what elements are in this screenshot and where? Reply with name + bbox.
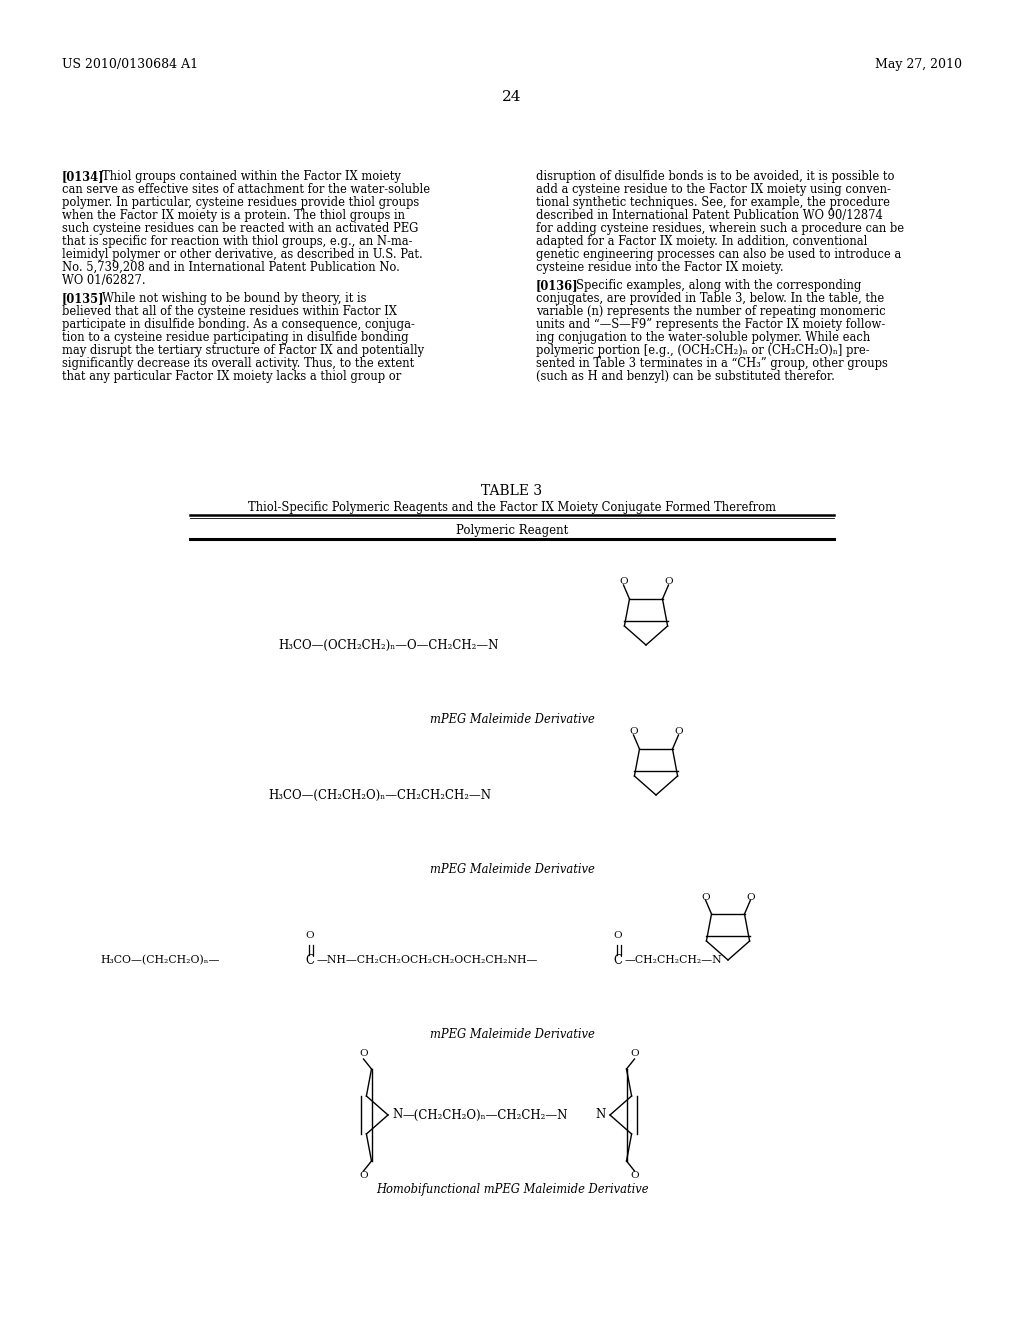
Text: TABLE 3: TABLE 3 xyxy=(481,484,543,498)
Text: for adding cysteine residues, wherein such a procedure can be: for adding cysteine residues, wherein su… xyxy=(536,222,904,235)
Text: when the Factor IX moiety is a protein. The thiol groups in: when the Factor IX moiety is a protein. … xyxy=(62,209,406,222)
Text: O: O xyxy=(665,578,673,586)
Text: —CH₂CH₂CH₂—N: —CH₂CH₂CH₂—N xyxy=(625,954,723,965)
Text: May 27, 2010: May 27, 2010 xyxy=(874,58,962,71)
Text: WO 01/62827.: WO 01/62827. xyxy=(62,275,145,286)
Text: While not wishing to be bound by theory, it is: While not wishing to be bound by theory,… xyxy=(102,292,367,305)
Text: participate in disulfide bonding. As a consequence, conjuga-: participate in disulfide bonding. As a c… xyxy=(62,318,415,331)
Text: that is specific for reaction with thiol groups, e.g., an N-ma-: that is specific for reaction with thiol… xyxy=(62,235,413,248)
Text: leimidyl polymer or other derivative, as described in U.S. Pat.: leimidyl polymer or other derivative, as… xyxy=(62,248,423,261)
Text: significantly decrease its overall activity. Thus, to the extent: significantly decrease its overall activ… xyxy=(62,356,415,370)
Text: O: O xyxy=(359,1049,368,1059)
Text: Polymeric Reagent: Polymeric Reagent xyxy=(456,524,568,537)
Text: ing conjugation to the water-soluble polymer. While each: ing conjugation to the water-soluble pol… xyxy=(536,331,870,345)
Text: Homobifunctional mPEG Maleimide Derivative: Homobifunctional mPEG Maleimide Derivati… xyxy=(376,1183,648,1196)
Text: described in International Patent Publication WO 90/12874: described in International Patent Public… xyxy=(536,209,883,222)
Text: [0134]: [0134] xyxy=(62,170,104,183)
Text: polymeric portion [e.g., (OCH₂CH₂)ₙ or (CH₂CH₂O)ₙ] pre-: polymeric portion [e.g., (OCH₂CH₂)ₙ or (… xyxy=(536,345,869,356)
Text: O: O xyxy=(674,727,683,737)
Text: tional synthetic techniques. See, for example, the procedure: tional synthetic techniques. See, for ex… xyxy=(536,195,890,209)
Text: mPEG Maleimide Derivative: mPEG Maleimide Derivative xyxy=(430,863,594,876)
Text: adapted for a Factor IX moiety. In addition, conventional: adapted for a Factor IX moiety. In addit… xyxy=(536,235,867,248)
Text: conjugates, are provided in Table 3, below. In the table, the: conjugates, are provided in Table 3, bel… xyxy=(536,292,885,305)
Text: O: O xyxy=(613,931,623,940)
Text: that any particular Factor IX moiety lacks a thiol group or: that any particular Factor IX moiety lac… xyxy=(62,370,401,383)
Text: (such as H and benzyl) can be substituted therefor.: (such as H and benzyl) can be substitute… xyxy=(536,370,835,383)
Text: Thiol groups contained within the Factor IX moiety: Thiol groups contained within the Factor… xyxy=(102,170,400,183)
Text: O: O xyxy=(306,931,314,940)
Text: variable (n) represents the number of repeating monomeric: variable (n) represents the number of re… xyxy=(536,305,886,318)
Text: units and “—S—F9” represents the Factor IX moiety follow-: units and “—S—F9” represents the Factor … xyxy=(536,318,886,331)
Text: mPEG Maleimide Derivative: mPEG Maleimide Derivative xyxy=(430,1028,594,1041)
Text: such cysteine residues can be reacted with an activated PEG: such cysteine residues can be reacted wi… xyxy=(62,222,419,235)
Text: Specific examples, along with the corresponding: Specific examples, along with the corres… xyxy=(575,279,861,292)
Text: polymer. In particular, cysteine residues provide thiol groups: polymer. In particular, cysteine residue… xyxy=(62,195,419,209)
Text: O: O xyxy=(620,578,628,586)
Text: can serve as effective sites of attachment for the water-soluble: can serve as effective sites of attachme… xyxy=(62,183,430,195)
Text: C: C xyxy=(305,953,314,966)
Text: O: O xyxy=(359,1172,368,1180)
Text: N: N xyxy=(596,1109,606,1122)
Text: believed that all of the cysteine residues within Factor IX: believed that all of the cysteine residu… xyxy=(62,305,397,318)
Text: H₃CO—(OCH₂CH₂)ₙ—O—CH₂CH₂—N: H₃CO—(OCH₂CH₂)ₙ—O—CH₂CH₂—N xyxy=(278,639,499,652)
Text: O: O xyxy=(630,1172,639,1180)
Text: genetic engineering processes can also be used to introduce a: genetic engineering processes can also b… xyxy=(536,248,901,261)
Text: [0136]: [0136] xyxy=(536,279,579,292)
Text: [0135]: [0135] xyxy=(62,292,104,305)
Text: cysteine residue into the Factor IX moiety.: cysteine residue into the Factor IX moie… xyxy=(536,261,783,275)
Text: N: N xyxy=(392,1109,402,1122)
Text: C: C xyxy=(613,953,623,966)
Text: O: O xyxy=(629,727,638,737)
Text: add a cysteine residue to the Factor IX moiety using conven-: add a cysteine residue to the Factor IX … xyxy=(536,183,891,195)
Text: No. 5,739,208 and in International Patent Publication No.: No. 5,739,208 and in International Paten… xyxy=(62,261,400,275)
Text: 24: 24 xyxy=(502,90,522,104)
Text: US 2010/0130684 A1: US 2010/0130684 A1 xyxy=(62,58,198,71)
Text: O: O xyxy=(630,1049,639,1059)
Text: —(CH₂CH₂O)ₙ—CH₂CH₂—N: —(CH₂CH₂O)ₙ—CH₂CH₂—N xyxy=(402,1109,567,1122)
Text: H₃CO—(CH₂CH₂O)ₙ—: H₃CO—(CH₂CH₂O)ₙ— xyxy=(100,954,219,965)
Text: H₃CO—(CH₂CH₂O)ₙ—CH₂CH₂CH₂—N: H₃CO—(CH₂CH₂O)ₙ—CH₂CH₂CH₂—N xyxy=(268,788,490,801)
Text: tion to a cysteine residue participating in disulfide bonding: tion to a cysteine residue participating… xyxy=(62,331,409,345)
Text: mPEG Maleimide Derivative: mPEG Maleimide Derivative xyxy=(430,713,594,726)
Text: O: O xyxy=(701,892,710,902)
Text: Thiol-Specific Polymeric Reagents and the Factor IX Moiety Conjugate Formed Ther: Thiol-Specific Polymeric Reagents and th… xyxy=(248,502,776,513)
Text: —NH—CH₂CH₂OCH₂CH₂OCH₂CH₂NH—: —NH—CH₂CH₂OCH₂CH₂OCH₂CH₂NH— xyxy=(317,954,539,965)
Text: O: O xyxy=(746,892,755,902)
Text: sented in Table 3 terminates in a “CH₃” group, other groups: sented in Table 3 terminates in a “CH₃” … xyxy=(536,356,888,370)
Text: may disrupt the tertiary structure of Factor IX and potentially: may disrupt the tertiary structure of Fa… xyxy=(62,345,424,356)
Text: disruption of disulfide bonds is to be avoided, it is possible to: disruption of disulfide bonds is to be a… xyxy=(536,170,895,183)
